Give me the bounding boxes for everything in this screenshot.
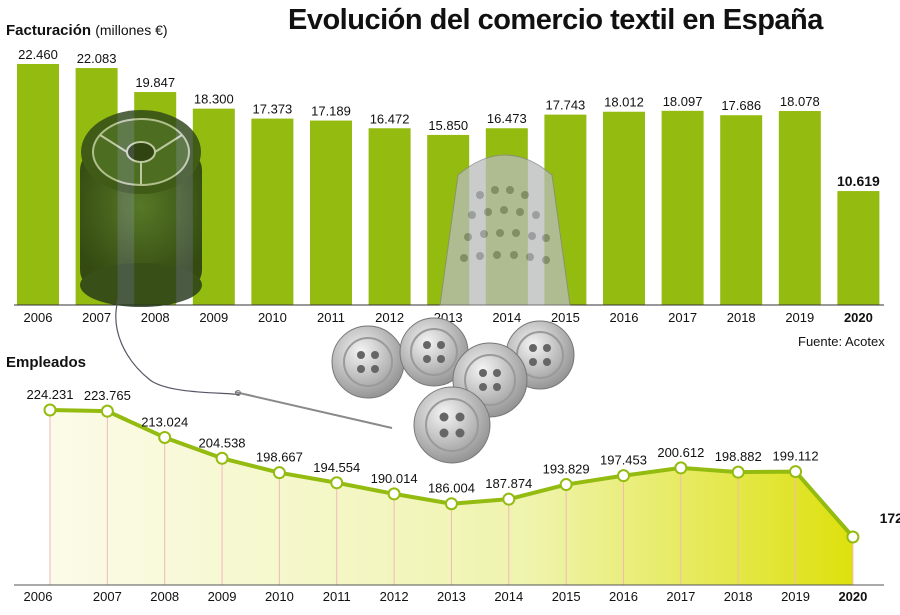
- bar-x-tick-label: 2016: [610, 310, 639, 325]
- bar-2019: [778, 111, 821, 305]
- point-2013: [444, 497, 458, 511]
- bar-2018: [720, 115, 763, 305]
- point-2010: [272, 466, 286, 480]
- bar-2012: [368, 128, 411, 305]
- bar-2016: [603, 111, 645, 305]
- buttons-illustration: [331, 317, 575, 464]
- area-x-tick-label: 2014: [494, 589, 523, 604]
- bar-x-tick-label: 2007: [82, 310, 111, 325]
- area-x-tick-label: 2007: [93, 589, 122, 604]
- bar-value-label: 19.847: [135, 75, 175, 90]
- bar-value-label: 17.189: [311, 104, 351, 119]
- point-2007: [100, 404, 114, 418]
- area-x-tick-label: 2019: [781, 589, 810, 604]
- bar-value-label: 17.373: [253, 102, 293, 117]
- bar-chart-label: Facturación (millones €): [6, 22, 168, 39]
- point-2006: [43, 403, 57, 417]
- area-x-tick-label: 2020: [838, 589, 867, 604]
- bar-value-label: 17.743: [546, 98, 586, 113]
- area-x-tick-label: 2009: [208, 589, 237, 604]
- point-value-label: 200.612: [657, 445, 704, 460]
- bar-chart-unit: (millones €): [95, 22, 168, 38]
- bar-2020: [837, 191, 880, 305]
- bar-value-label: 18.300: [194, 92, 234, 107]
- bar-x-tick-label: 2009: [199, 310, 228, 325]
- bar-x-tick-label: 2015: [551, 310, 580, 325]
- area-x-tick-label: 2011: [323, 589, 351, 604]
- point-value-label: 198.882: [715, 449, 762, 464]
- point-value-label: 224.231: [27, 387, 74, 402]
- bar-value-label: 22.460: [18, 47, 58, 62]
- point-value-label: 172.432: [880, 510, 900, 526]
- bar-x-tick-label: 2018: [727, 310, 756, 325]
- bar-2011: [310, 120, 352, 306]
- point-value-label: 190.014: [371, 471, 418, 486]
- bar-chart-ylabel: Facturación: [6, 22, 92, 39]
- point-value-label: 187.874: [485, 476, 532, 491]
- area-x-tick-label: 2012: [380, 589, 409, 604]
- bar-x-tick-label: 2020: [844, 310, 873, 325]
- area-x-tick-label: 2015: [552, 589, 581, 604]
- point-value-label: 223.765: [84, 388, 131, 403]
- bar-value-label: 22.083: [77, 51, 117, 66]
- area-x-tick-label: 2017: [666, 589, 695, 604]
- point-2019: [789, 465, 803, 479]
- bar-x-tick-label: 2017: [668, 310, 697, 325]
- point-2011: [330, 476, 344, 490]
- bar-x-tick-label: 2008: [141, 310, 170, 325]
- thread-spool-illustration: [80, 110, 202, 307]
- area-x-tick-label: 2018: [724, 589, 753, 604]
- point-2020: [846, 530, 860, 544]
- point-value-label: 197.453: [600, 453, 647, 468]
- point-value-label: 198.667: [256, 450, 303, 465]
- point-2017: [674, 461, 688, 475]
- needle-and-thread-illustration: [115, 299, 393, 429]
- bar-2017: [661, 110, 704, 306]
- area-x-tick-label: 2013: [437, 589, 466, 604]
- point-value-label: 194.554: [313, 460, 360, 475]
- bar-value-label: 17.686: [721, 98, 761, 113]
- bar-x-tick-label: 2012: [375, 310, 404, 325]
- point-2012: [387, 487, 401, 501]
- point-value-label: 193.829: [543, 462, 590, 477]
- thimble-illustration: [439, 154, 571, 306]
- bar-2010: [251, 118, 294, 305]
- point-2016: [617, 469, 630, 483]
- bar-value-label: 16.473: [487, 111, 527, 126]
- chart-title: Evolución del comercio textil en España: [288, 4, 823, 36]
- bar-2006: [17, 64, 59, 305]
- bar-value-label: 16.472: [370, 111, 410, 126]
- area-x-tick-label: 2008: [150, 589, 179, 604]
- area-chart-label: Empleados: [6, 354, 87, 371]
- area-fill: [50, 410, 853, 585]
- area-x-tick-label: 2006: [24, 589, 53, 604]
- point-2018: [731, 465, 745, 479]
- point-2015: [559, 478, 573, 492]
- point-value-label: 204.538: [199, 435, 246, 450]
- source-note: Fuente: Acotex: [798, 334, 885, 349]
- bar-x-tick-label: 2011: [317, 310, 345, 325]
- bar-x-tick-label: 2010: [258, 310, 287, 325]
- bar-value-label: 18.078: [780, 94, 820, 109]
- bar-x-tick-label: 2014: [492, 310, 521, 325]
- bar-value-label: 18.097: [663, 94, 703, 109]
- bar-value-label: 18.012: [604, 95, 644, 110]
- bar-x-tick-label: 2006: [24, 310, 53, 325]
- point-value-label: 186.004: [428, 481, 475, 496]
- point-value-label: 199.112: [773, 449, 819, 464]
- point-value-label: 213.024: [141, 414, 188, 429]
- point-2014: [502, 492, 516, 506]
- bar-value-label: 10.619: [837, 173, 880, 189]
- bar-x-tick-label: 2019: [785, 310, 814, 325]
- area-x-tick-label: 2016: [609, 589, 638, 604]
- area-chart: 224.231 2006 223.765 2007 213.024 2008 204.538…: [14, 387, 900, 604]
- point-2009: [215, 451, 229, 465]
- bar-value-label: 15.850: [428, 118, 468, 133]
- point-2008: [158, 430, 172, 444]
- area-x-tick-label: 2010: [265, 589, 294, 604]
